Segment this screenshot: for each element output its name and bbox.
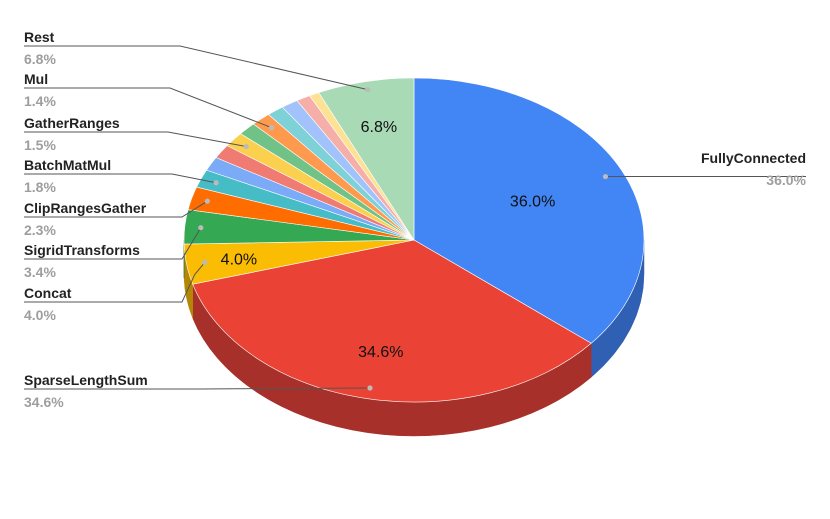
slice-value-label-rest: 6.8%	[361, 119, 397, 136]
slice-value-label-sparselengthsum: 34.6%	[358, 344, 403, 361]
callout-name-sigridtransforms: SigridTransforms	[24, 242, 140, 258]
callout-name-rest: Rest	[24, 29, 55, 45]
callout-pct-gatherranges: 1.5%	[24, 137, 56, 153]
callout-dot-sigridtransforms	[198, 225, 203, 230]
callout-cliprangesgather: ClipRangesGather 2.3%	[24, 199, 210, 238]
callout-name-concat: Concat	[24, 285, 72, 301]
callout-dot-fullyconnected	[603, 174, 608, 179]
callout-fullyconnected: FullyConnected 36.0%	[603, 150, 807, 188]
callout-dot-batchmatmul	[214, 180, 219, 185]
callout-pct-mul: 1.4%	[24, 93, 56, 109]
callout-pct-fullyconnected: 36.0%	[766, 172, 806, 188]
callout-pct-concat: 4.0%	[24, 307, 56, 323]
callout-batchmatmul: BatchMatMul 1.8%	[24, 157, 219, 195]
callout-dot-concat	[202, 260, 207, 265]
callout-pct-sparselengthsum: 34.6%	[24, 394, 64, 410]
callout-dot-mul	[269, 125, 274, 130]
callout-name-mul: Mul	[24, 71, 48, 87]
callout-dot-gatherranges	[244, 144, 249, 149]
callout-dot-sparselengthsum	[367, 385, 372, 390]
callout-dot-rest	[365, 87, 370, 92]
callout-name-gatherranges: GatherRanges	[24, 115, 120, 131]
callout-pct-sigridtransforms: 3.4%	[24, 264, 56, 280]
callout-name-fullyconnected: FullyConnected	[701, 150, 806, 166]
slice-value-label-concat: 4.0%	[221, 252, 257, 269]
callout-name-batchmatmul: BatchMatMul	[24, 157, 111, 173]
callout-pct-batchmatmul: 1.8%	[24, 179, 56, 195]
callout-dot-cliprangesgather	[205, 199, 210, 204]
callout-pct-cliprangesgather: 2.3%	[24, 222, 56, 238]
callout-name-cliprangesgather: ClipRangesGather	[24, 200, 147, 216]
callout-name-sparselengthsum: SparseLengthSum	[24, 372, 148, 388]
slice-value-label-fullyconnected: 36.0%	[510, 194, 555, 211]
callout-line-rest	[24, 46, 368, 90]
pie-top-layer	[184, 78, 644, 402]
callout-gatherranges: GatherRanges 1.5%	[24, 115, 249, 153]
callout-pct-rest: 6.8%	[24, 51, 56, 67]
callout-rest: Rest 6.8%	[24, 29, 370, 92]
callout-line-gatherranges	[24, 132, 246, 147]
